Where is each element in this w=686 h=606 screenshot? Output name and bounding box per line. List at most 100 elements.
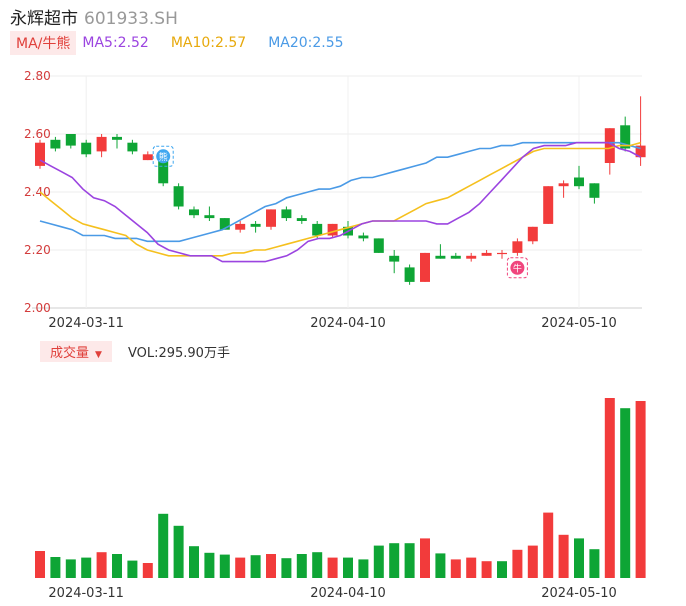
price-x-tick-label: 2024-04-10 (310, 316, 386, 331)
volume-bar (235, 557, 246, 578)
volume-bar (389, 543, 400, 578)
marker-label: 熊 (159, 151, 168, 163)
volume-legend: 成交量 ▼ VOL:295.90万手 (40, 340, 230, 362)
volume-x-tick-label: 2024-05-10 (541, 586, 617, 601)
volume-bar (65, 559, 76, 578)
ma20-value: MA20:2.55 (268, 35, 344, 51)
candle-body (466, 255, 477, 259)
candle-body (604, 128, 615, 163)
volume-bar (35, 551, 45, 578)
volume-bar (435, 553, 446, 578)
candle-body (420, 252, 430, 282)
volume-bar (543, 512, 554, 578)
bull-badge-icon: 牛 (506, 257, 528, 279)
volume-bar (250, 555, 261, 578)
candle-body (127, 142, 138, 152)
volume-bar (450, 559, 461, 578)
caret-down-icon: ▼ (95, 349, 102, 360)
stock-code: 601933.SH (84, 9, 178, 29)
candle-body (296, 218, 307, 221)
candle-body (635, 145, 646, 158)
candle-body (112, 136, 122, 140)
marker-dot (156, 149, 171, 164)
volume-bar (312, 552, 323, 578)
ma5-value: MA5:2.52 (82, 35, 149, 51)
volume-bar (481, 561, 492, 578)
candle-body (281, 209, 292, 219)
candle-body (404, 267, 415, 282)
volume-bar (527, 545, 538, 578)
candle-body (173, 186, 184, 207)
stock-title: 永辉超市 601933.SH (10, 4, 178, 29)
bear-badge-icon: 熊 (152, 145, 174, 167)
volume-bar (219, 554, 230, 578)
candle-body (373, 238, 384, 253)
candle-body (189, 209, 199, 216)
candle-body (558, 183, 569, 187)
candle-body (574, 177, 584, 187)
volume-bar (112, 554, 122, 578)
volume-tag-label: 成交量 (50, 345, 90, 361)
candle-body (96, 136, 107, 152)
volume-bar (173, 525, 184, 578)
volume-bar (512, 549, 523, 578)
ma10-value: MA10:2.57 (170, 35, 247, 51)
volume-bar (589, 549, 600, 578)
candle-body (266, 209, 276, 227)
price-x-tick-label: 2024-05-10 (541, 316, 617, 331)
volume-x-tick-label: 2024-03-11 (48, 586, 124, 601)
candle-body (543, 186, 554, 224)
volume-bar (574, 538, 584, 578)
volume-bar (281, 558, 292, 578)
ma5-line (39, 141, 641, 263)
candle-body (312, 223, 323, 236)
volume-bar (343, 557, 353, 578)
volume-bar (604, 398, 615, 578)
volume-bar (266, 554, 276, 578)
marker-frame (152, 145, 174, 167)
candle-body (65, 134, 76, 146)
candle-body (389, 255, 400, 262)
candle-body (81, 142, 92, 155)
volume-bar (420, 538, 430, 578)
candle-body (142, 154, 153, 161)
volume-bar (189, 546, 199, 578)
candle-body (589, 183, 600, 198)
volume-bar (327, 557, 338, 578)
volume-bar (497, 561, 507, 578)
volume-bar (50, 557, 61, 578)
volume-indicator-selector[interactable]: 成交量 ▼ (40, 340, 112, 362)
volume-bar (466, 557, 477, 578)
candle-body (327, 223, 338, 236)
price-tick-label: 2.20 (24, 243, 51, 257)
price-x-tick-label: 2024-03-11 (48, 316, 124, 331)
candle-body (497, 252, 507, 255)
volume-bar (142, 563, 153, 578)
candle-body (219, 218, 230, 230)
candle-body (250, 223, 261, 227)
volume-bar (296, 554, 307, 578)
candle-body (620, 125, 631, 149)
candle-body (527, 226, 538, 242)
marker-label: 牛 (513, 262, 522, 274)
volume-bar (404, 543, 415, 578)
candle-body (35, 142, 45, 166)
ma-legend: MA/牛熊 MA5:2.52 MA10:2.57 MA20:2.55 (10, 31, 366, 55)
marker-frame (506, 257, 528, 279)
candle-body (358, 235, 369, 239)
volume-bar (373, 545, 384, 578)
candle-body (435, 255, 446, 259)
volume-bar (81, 557, 92, 578)
volume-bar (635, 401, 646, 578)
volume-bar (558, 534, 569, 578)
volume-x-tick-label: 2024-04-10 (310, 586, 386, 601)
volume-bar (127, 560, 138, 578)
candle-body (450, 255, 461, 259)
ma20-line (39, 141, 641, 243)
ma10-line (39, 141, 641, 257)
ma-indicator-selector[interactable]: MA/牛熊 (10, 31, 77, 55)
marker-dot (510, 260, 525, 275)
candle-body (50, 139, 61, 149)
candle-body (158, 160, 169, 184)
